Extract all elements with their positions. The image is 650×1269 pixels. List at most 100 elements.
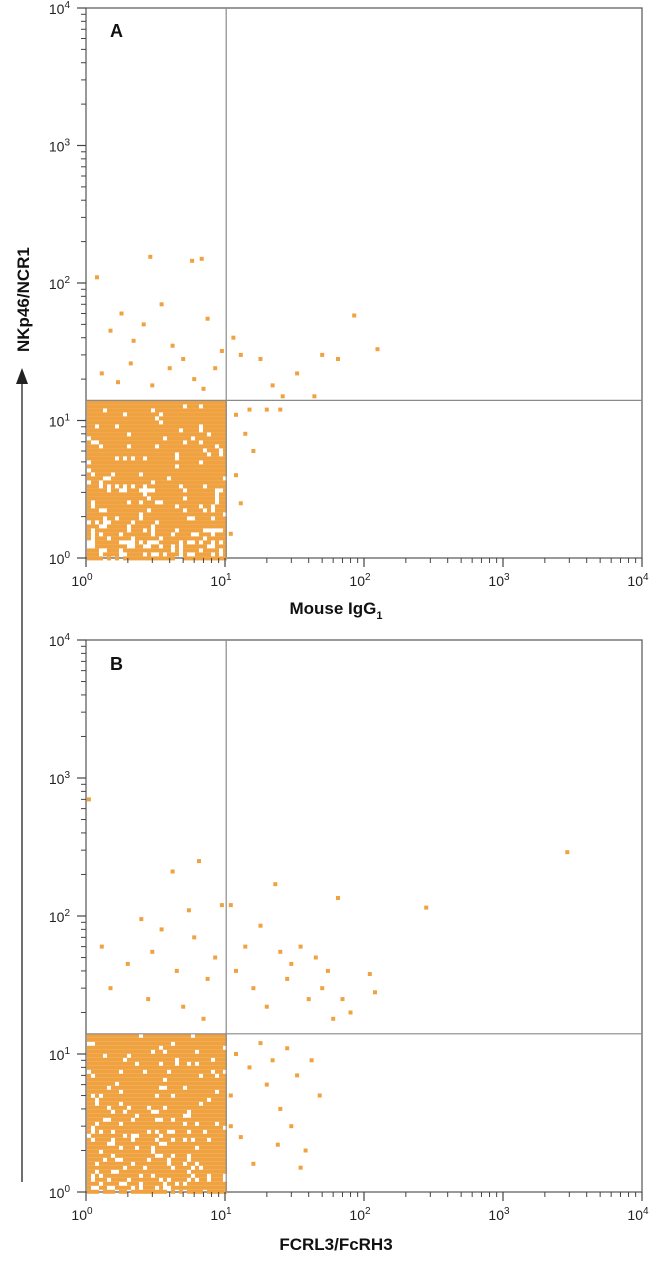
- event-dot: [191, 556, 195, 561]
- event-dot: [151, 456, 155, 461]
- event-dot: [87, 516, 91, 521]
- event-dot: [87, 420, 91, 425]
- event-dot: [99, 1045, 103, 1050]
- event-dot: [219, 1049, 223, 1054]
- event-dot: [183, 1133, 187, 1138]
- event-dot: [159, 1121, 163, 1126]
- event-dot: [111, 1173, 115, 1178]
- event-dot: [195, 436, 199, 441]
- event-dot: [91, 492, 95, 497]
- event-dot: [115, 524, 119, 529]
- event-dot: [195, 492, 199, 497]
- event-point: [228, 903, 233, 908]
- event-dot: [199, 1129, 203, 1134]
- event-dot: [111, 456, 115, 461]
- event-point: [264, 407, 269, 412]
- event-dot: [215, 1137, 219, 1142]
- event-dot: [127, 1057, 131, 1062]
- event-dot: [211, 488, 215, 493]
- event-dot: [123, 408, 127, 413]
- event-dot: [163, 1097, 167, 1102]
- event-dot: [215, 432, 219, 437]
- event-dot: [87, 500, 91, 505]
- event-dot: [167, 1033, 171, 1038]
- event-dot: [187, 1101, 191, 1106]
- event-dot: [123, 508, 127, 513]
- event-dot: [115, 472, 119, 477]
- event-dot: [91, 1065, 95, 1070]
- event-dot: [155, 1041, 159, 1046]
- event-dot: [91, 1133, 95, 1138]
- event-dot: [131, 452, 135, 457]
- event-dot: [87, 492, 91, 497]
- event-dot: [159, 460, 163, 465]
- event-dot: [123, 496, 127, 501]
- event-dot: [99, 456, 103, 461]
- event-point: [148, 254, 153, 259]
- event-dot: [223, 552, 227, 557]
- event-dot: [123, 1049, 127, 1054]
- event-dot: [203, 540, 207, 545]
- event-dot: [203, 464, 207, 469]
- event-dot: [91, 1085, 95, 1090]
- event-dot: [199, 1065, 203, 1070]
- event-dot: [159, 1113, 163, 1118]
- event-dot: [187, 420, 191, 425]
- event-dot: [115, 1057, 119, 1062]
- event-dot: [99, 476, 103, 481]
- event-dot: [107, 420, 111, 425]
- event-dot: [103, 1161, 107, 1166]
- event-point: [228, 531, 233, 536]
- event-dot: [195, 1057, 199, 1062]
- event-dot: [167, 416, 171, 421]
- event-dot: [103, 1069, 107, 1074]
- event-dot: [167, 492, 171, 497]
- event-dot: [107, 1061, 111, 1066]
- event-dot: [155, 1181, 159, 1186]
- y-tick-label: 101: [49, 1046, 71, 1063]
- event-dot: [211, 1073, 215, 1078]
- event-dot: [103, 500, 107, 505]
- event-dot: [107, 416, 111, 421]
- event-dot: [183, 544, 187, 549]
- event-dot: [95, 420, 99, 425]
- event-dot: [183, 1061, 187, 1066]
- event-dot: [87, 408, 91, 413]
- event-dot: [111, 1157, 115, 1162]
- event-dot: [223, 520, 227, 525]
- event-dot: [147, 532, 151, 537]
- event-dot: [87, 1037, 91, 1042]
- event-dot: [115, 552, 119, 557]
- event-dot: [107, 480, 111, 485]
- event-dot: [171, 416, 175, 421]
- event-dot: [191, 508, 195, 513]
- event-dot: [135, 1033, 139, 1038]
- event-dot: [131, 444, 135, 449]
- event-dot: [167, 524, 171, 529]
- event-dot: [123, 1169, 127, 1174]
- event-dot: [175, 440, 179, 445]
- event-dot: [99, 460, 103, 465]
- event-dot: [191, 512, 195, 517]
- event-dot: [207, 1109, 211, 1114]
- event-dot: [179, 1057, 183, 1062]
- event-dot: [123, 1161, 127, 1166]
- event-dot: [163, 476, 167, 481]
- event-dot: [183, 520, 187, 525]
- event-dot: [155, 1133, 159, 1138]
- event-dot: [179, 476, 183, 481]
- event-dot: [91, 416, 95, 421]
- event-dot: [103, 416, 107, 421]
- event-dot: [207, 460, 211, 465]
- event-dot: [107, 460, 111, 465]
- event-dot: [159, 1069, 163, 1074]
- event-dot: [139, 404, 143, 409]
- event-dot: [199, 492, 203, 497]
- event-dot: [95, 1153, 99, 1158]
- event-dot: [135, 1165, 139, 1170]
- y-tick-label: 100: [49, 550, 71, 567]
- event-dot: [91, 408, 95, 413]
- event-dot: [155, 1033, 159, 1038]
- event-dot: [111, 1113, 115, 1118]
- event-dot: [155, 1145, 159, 1150]
